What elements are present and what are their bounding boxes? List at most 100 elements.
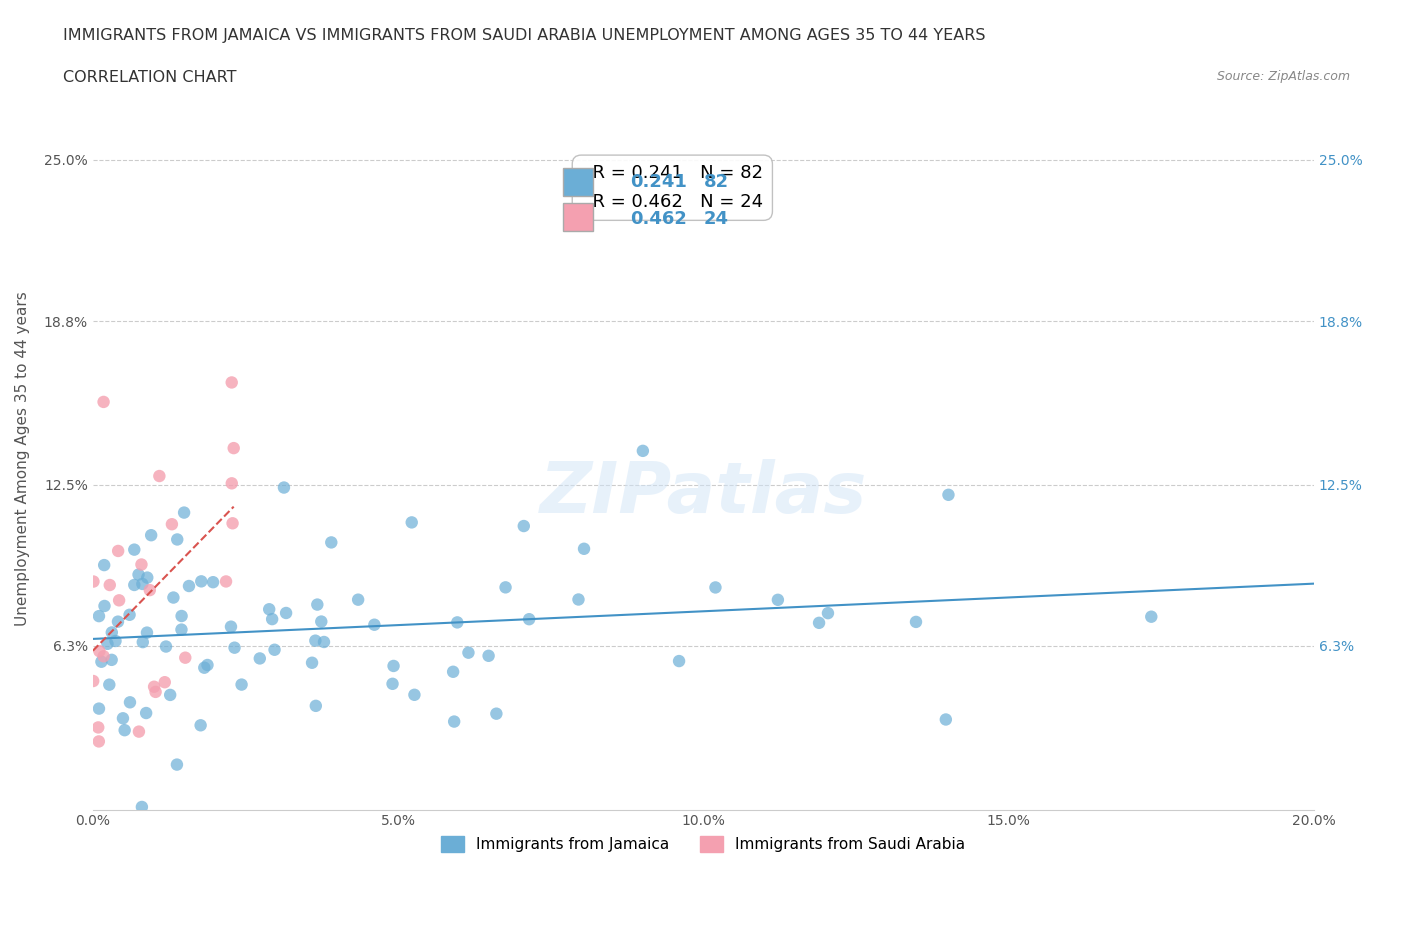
Point	[221, 476, 243, 491]
Point	[107, 543, 129, 558]
Point	[87, 701, 110, 716]
Point	[347, 592, 370, 607]
Text: Source: ZipAtlas.com: Source: ZipAtlas.com	[1216, 70, 1350, 83]
Point	[704, 580, 727, 595]
Point	[311, 614, 333, 629]
Point	[177, 578, 200, 593]
Point	[441, 664, 464, 679]
Point	[572, 541, 595, 556]
Point	[170, 622, 193, 637]
Point	[108, 593, 131, 608]
FancyBboxPatch shape	[562, 203, 593, 231]
Point	[668, 654, 690, 669]
Point	[808, 616, 831, 631]
Point	[82, 574, 104, 589]
Point	[128, 724, 150, 739]
Point	[101, 625, 124, 640]
Point	[159, 687, 181, 702]
Point	[87, 720, 110, 735]
Point	[381, 676, 404, 691]
Point	[305, 698, 328, 713]
Point	[104, 633, 127, 648]
Point	[567, 592, 589, 607]
FancyBboxPatch shape	[562, 167, 593, 195]
Point	[443, 714, 465, 729]
Point	[128, 567, 150, 582]
Point	[257, 602, 280, 617]
Point	[935, 712, 957, 727]
Point	[222, 441, 245, 456]
Point	[273, 480, 295, 495]
Point	[93, 558, 115, 573]
Y-axis label: Unemployment Among Ages 35 to 44 years: Unemployment Among Ages 35 to 44 years	[15, 291, 30, 626]
Point	[93, 394, 115, 409]
Point	[307, 597, 329, 612]
Point	[193, 660, 215, 675]
Point	[202, 575, 225, 590]
Point	[904, 615, 927, 630]
Point	[321, 535, 343, 550]
Point	[197, 658, 219, 672]
Point	[190, 718, 212, 733]
Point	[118, 695, 141, 710]
Point	[817, 605, 839, 620]
Point	[478, 648, 501, 663]
Text: 24: 24	[703, 210, 728, 228]
Point	[98, 677, 121, 692]
Point	[82, 673, 104, 688]
Point	[153, 675, 176, 690]
Point	[139, 583, 162, 598]
Point	[132, 634, 155, 649]
Point	[160, 517, 183, 532]
Point	[118, 607, 141, 622]
Point	[1140, 609, 1163, 624]
Point	[263, 643, 285, 658]
Point	[124, 542, 146, 557]
Point	[401, 515, 423, 530]
Point	[262, 612, 284, 627]
Point	[301, 656, 323, 671]
Text: CORRELATION CHART: CORRELATION CHART	[63, 70, 236, 85]
Point	[382, 658, 405, 673]
Point	[446, 615, 468, 630]
Point	[136, 625, 159, 640]
Text: ZIPatlas: ZIPatlas	[540, 459, 868, 528]
Point	[135, 706, 157, 721]
Point	[111, 711, 134, 725]
Point	[114, 723, 136, 737]
Point	[170, 608, 193, 623]
Point	[221, 375, 243, 390]
Point	[145, 684, 167, 699]
Point	[231, 677, 253, 692]
Point	[166, 532, 188, 547]
Point	[166, 757, 188, 772]
Point	[131, 800, 153, 815]
Point	[131, 557, 153, 572]
Point	[148, 469, 170, 484]
Point	[100, 653, 122, 668]
Point	[96, 636, 118, 651]
Point	[190, 574, 212, 589]
Text: 0.462: 0.462	[630, 210, 688, 228]
Point	[249, 651, 271, 666]
Point	[274, 605, 297, 620]
Point	[457, 645, 479, 660]
Point	[162, 591, 184, 605]
Point	[221, 516, 243, 531]
Point	[136, 570, 159, 585]
Point	[107, 614, 129, 629]
Point	[131, 577, 153, 591]
Point	[87, 734, 110, 749]
Point	[93, 649, 115, 664]
Point	[938, 487, 960, 502]
Point	[404, 687, 426, 702]
Point	[143, 679, 166, 694]
Point	[124, 578, 146, 592]
Point	[98, 578, 121, 592]
Legend: Immigrants from Jamaica, Immigrants from Saudi Arabia: Immigrants from Jamaica, Immigrants from…	[436, 830, 972, 858]
Point	[304, 633, 326, 648]
Text: 0.241: 0.241	[630, 173, 688, 191]
Point	[219, 619, 242, 634]
Point	[141, 527, 163, 542]
Point	[90, 655, 112, 670]
